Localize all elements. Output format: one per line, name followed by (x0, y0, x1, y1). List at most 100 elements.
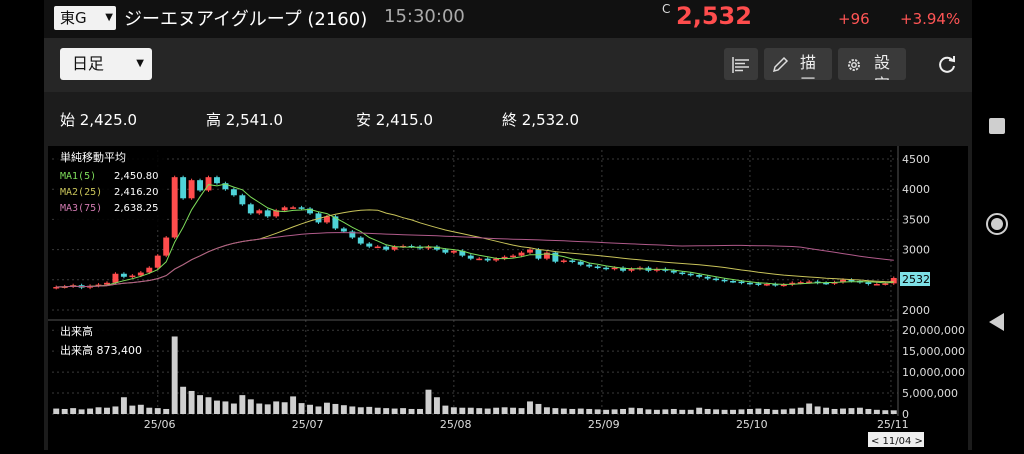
volume-bar (222, 401, 229, 414)
candle-body (137, 272, 144, 276)
candle-body (315, 213, 322, 223)
recents-icon[interactable] (989, 118, 1005, 134)
volume-bar (467, 407, 474, 414)
volume-bar (290, 396, 297, 414)
volume-bar (95, 407, 102, 414)
back-icon[interactable] (989, 313, 1004, 331)
volume-bar (340, 405, 347, 414)
volume-bar (603, 409, 610, 414)
candle-body (772, 284, 779, 286)
candle-body (730, 280, 736, 283)
candle-body (459, 250, 466, 256)
volume-bar (349, 406, 356, 414)
refresh-icon[interactable] (936, 53, 958, 75)
candle-body (239, 195, 246, 205)
ma1-value: 2,450.80 (114, 171, 159, 182)
candle-body (349, 231, 356, 238)
candle-body (890, 277, 897, 284)
volume-bar (383, 408, 390, 414)
market-label: 東G (60, 9, 87, 27)
volume-bar (332, 403, 339, 414)
period-label: 日足 (72, 54, 105, 73)
candle-body (484, 258, 491, 261)
stock-title: ジーエヌアイグループ (2160) (124, 9, 368, 30)
draw-button[interactable]: 描画 (764, 48, 832, 80)
volume-bar (484, 408, 491, 414)
chart-area[interactable]: 20002500300035004000450005,000,00010,000… (48, 146, 968, 454)
home-ring-icon[interactable] (986, 213, 1008, 235)
volume-bar (87, 408, 94, 414)
candle-body (120, 273, 127, 277)
candle-body (146, 267, 153, 273)
volume-bar (552, 408, 559, 414)
candle-body (696, 274, 703, 277)
candle-body (442, 249, 449, 253)
volume-bar (620, 408, 627, 414)
volume-bar (806, 403, 813, 414)
candle-body (53, 287, 60, 289)
date-tick-label: 25/08 (440, 418, 472, 431)
volume-bar (645, 409, 652, 414)
volume-bar (780, 409, 787, 414)
volume-bar (163, 408, 170, 414)
candle-body (704, 276, 711, 279)
volume-bar (425, 389, 432, 414)
volume-bar (281, 402, 288, 414)
candle-body (848, 279, 855, 282)
ma2-value: 2,416.20 (114, 187, 159, 198)
volume-bar (298, 403, 305, 414)
volume-bar (171, 336, 178, 414)
volume-bar (696, 407, 703, 414)
chevron-down-icon: ▼ (136, 58, 144, 69)
volume-bar (763, 408, 770, 414)
candle-body (357, 237, 364, 244)
volume-bar (408, 408, 415, 414)
volume-bar (704, 408, 711, 414)
chevron-down-icon: ▼ (105, 12, 113, 23)
candle-body (197, 180, 204, 191)
home-icon[interactable] (991, 218, 1003, 230)
market-selector[interactable]: 東G ▼ (54, 6, 116, 30)
volume-bar (239, 395, 246, 414)
volume-bar (188, 390, 195, 414)
candle-body (340, 228, 347, 232)
candle-body (95, 284, 102, 287)
candle-body (230, 189, 237, 196)
settings-label: 設定 (874, 53, 891, 80)
price-tick-label: 2000 (902, 304, 930, 317)
candle-body (611, 267, 618, 270)
candle-body (222, 183, 229, 190)
candle-body (323, 216, 330, 223)
volume-bar (577, 408, 584, 414)
candle-body (281, 207, 288, 211)
volume-bar (662, 409, 669, 414)
low-value: 安 2,415.0 (356, 111, 434, 129)
date-badge[interactable]: < 11/04 > (871, 436, 923, 447)
candle-body (780, 284, 787, 287)
settings-button[interactable]: 設定 (838, 48, 906, 80)
volume-bar (450, 407, 457, 414)
date-tick-label: 25/07 (292, 418, 324, 431)
volume-bar (154, 408, 161, 414)
volume-tick-label: 0 (902, 408, 909, 421)
volume-bar (543, 407, 550, 414)
volume-bar (713, 409, 720, 414)
current-price: 2,532 (676, 2, 752, 30)
volume-legend-value: 出来高 873,400 (60, 343, 142, 357)
volume-bar (535, 403, 542, 414)
candle-body (112, 273, 119, 283)
period-selector[interactable]: 日足 ▼ (60, 48, 152, 80)
indicator-list-button[interactable] (724, 48, 758, 80)
stock-chart[interactable]: 20002500300035004000450005,000,00010,000… (48, 146, 968, 450)
volume-tick-label: 20,000,000 (902, 324, 965, 337)
list-lines-icon (732, 57, 749, 73)
ma1-label: MA1(5) (60, 171, 96, 182)
candle-body (214, 177, 220, 184)
volume-bar (772, 409, 779, 414)
volume-bar (214, 400, 220, 414)
candle-body (425, 246, 432, 249)
volume-bar (146, 407, 153, 414)
chart-app: 東G ▼ ジーエヌアイグループ (2160) 15:30:00 C 2,532 … (44, 0, 972, 450)
candle-body (738, 281, 745, 284)
candle-body (256, 210, 263, 214)
